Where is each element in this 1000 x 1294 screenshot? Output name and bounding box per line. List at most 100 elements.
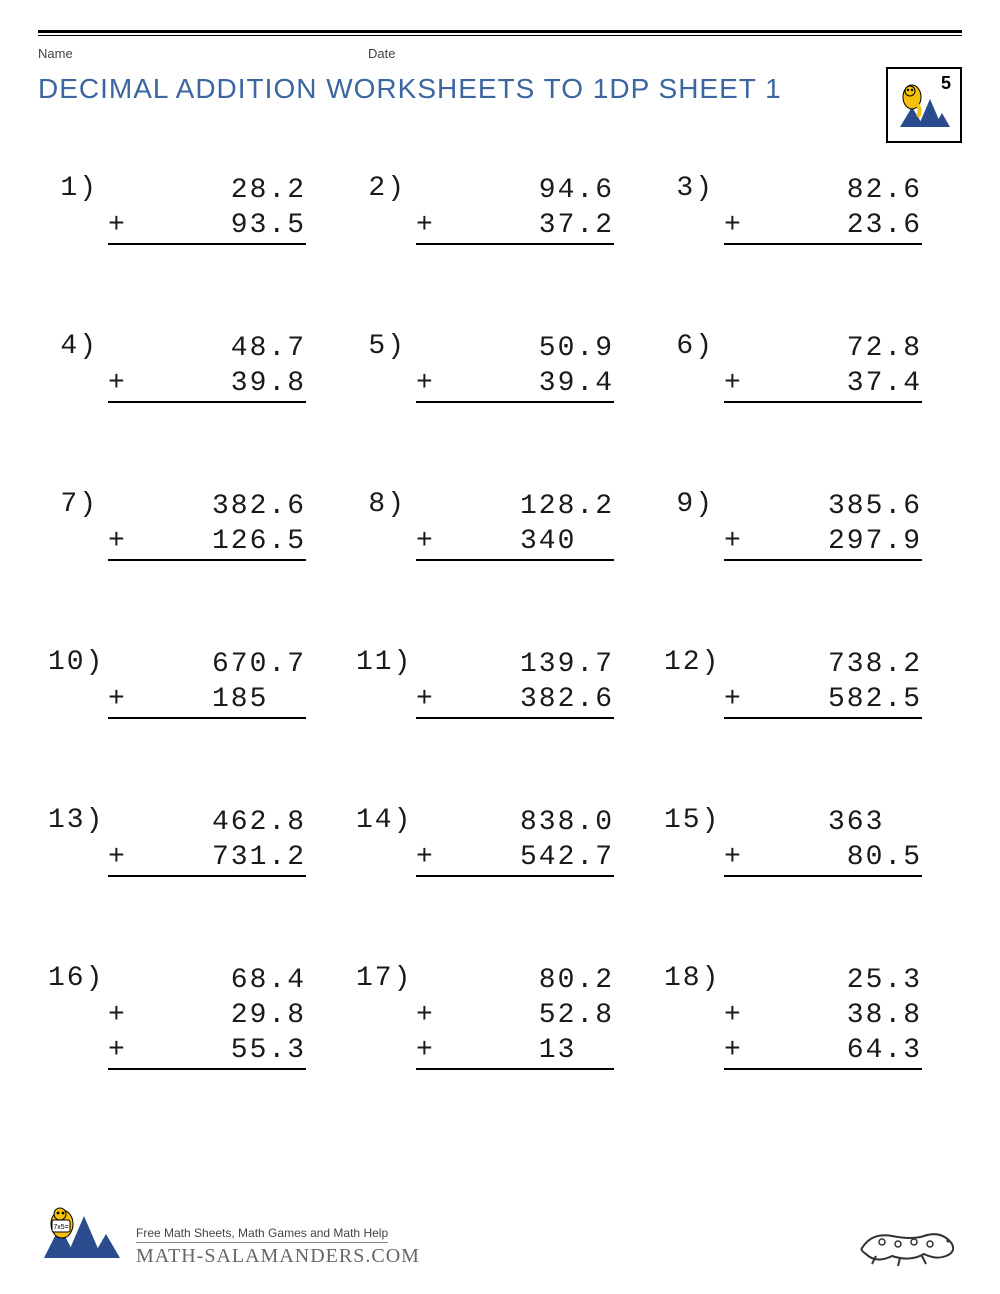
problem-row: 670.7 bbox=[108, 647, 336, 682]
answer-space bbox=[724, 1070, 952, 1104]
answer-space bbox=[108, 877, 336, 911]
problem-column: 50.9+39.4 bbox=[412, 331, 644, 437]
problem-row: +297.9 bbox=[724, 524, 952, 559]
problem-row: +382.6 bbox=[416, 682, 644, 717]
operator: + bbox=[108, 208, 134, 243]
operand: 542.7 bbox=[442, 840, 644, 875]
name-label: Name bbox=[38, 46, 368, 61]
answer-space bbox=[416, 403, 644, 437]
title-row: DECIMAL ADDITION WORKSHEETS TO 1DP SHEET… bbox=[38, 67, 962, 143]
problem-row: 139.7 bbox=[416, 647, 644, 682]
problem: 3)82.6+23.6 bbox=[664, 173, 952, 279]
problem-row: +55.3 bbox=[108, 1033, 336, 1068]
operand: 25.3 bbox=[750, 963, 952, 998]
footer-left: 7x5= Free Math Sheets, Math Games and Ma… bbox=[38, 1198, 420, 1268]
answer-space bbox=[108, 561, 336, 595]
problem-row: 68.4 bbox=[108, 963, 336, 998]
problem-number: 9) bbox=[664, 489, 720, 520]
problem-number: 18) bbox=[664, 963, 720, 994]
problem-number: 6) bbox=[664, 331, 720, 362]
problem-number: 7) bbox=[48, 489, 104, 520]
operator: + bbox=[108, 524, 134, 559]
operator: + bbox=[724, 524, 750, 559]
operand: 139.7 bbox=[442, 647, 644, 682]
operator: + bbox=[416, 998, 442, 1033]
operand: 37.2 bbox=[442, 208, 644, 243]
problem-number: 5) bbox=[356, 331, 412, 362]
problem: 5)50.9+39.4 bbox=[356, 331, 644, 437]
problem-row: +93.5 bbox=[108, 208, 336, 243]
operator: + bbox=[416, 366, 442, 401]
problem-row: +23.6 bbox=[724, 208, 952, 243]
footer-tagline: Free Math Sheets, Math Games and Math He… bbox=[136, 1226, 388, 1243]
problem-number: 12) bbox=[664, 647, 720, 678]
operand: 68.4 bbox=[134, 963, 336, 998]
problem-row: +39.8 bbox=[108, 366, 336, 401]
problem-column: 72.8+37.4 bbox=[720, 331, 952, 437]
footer-logo-icon: 7x5= bbox=[38, 1198, 128, 1268]
problem-column: 738.2+582.5 bbox=[720, 647, 952, 753]
operand: 126.5 bbox=[134, 524, 336, 559]
operator: + bbox=[108, 366, 134, 401]
problem-row: +185 bbox=[108, 682, 336, 717]
operand: 297.9 bbox=[750, 524, 952, 559]
problem-row: 25.3 bbox=[724, 963, 952, 998]
operand: 738.2 bbox=[750, 647, 952, 682]
problem-column: 382.6+126.5 bbox=[104, 489, 336, 595]
problem-row: +29.8 bbox=[108, 998, 336, 1033]
operator: + bbox=[724, 1033, 750, 1068]
operand: 385.6 bbox=[750, 489, 952, 524]
answer-space bbox=[108, 403, 336, 437]
operand: 382.6 bbox=[442, 682, 644, 717]
operand: 93.5 bbox=[134, 208, 336, 243]
operand: 731.2 bbox=[134, 840, 336, 875]
problems-grid: 1)28.2+93.52)94.6+37.23)82.6+23.64)48.7+… bbox=[38, 173, 962, 1104]
grade-badge: 5 bbox=[886, 67, 962, 143]
operand: 72.8 bbox=[750, 331, 952, 366]
answer-space bbox=[108, 1070, 336, 1104]
answer-space bbox=[108, 245, 336, 279]
operator: + bbox=[416, 840, 442, 875]
operator: + bbox=[416, 1033, 442, 1068]
problem-number: 2) bbox=[356, 173, 412, 204]
operand: 38.8 bbox=[750, 998, 952, 1033]
footer-text: Free Math Sheets, Math Games and Math He… bbox=[136, 1224, 420, 1268]
problem-row: +13 bbox=[416, 1033, 644, 1068]
problem-column: 48.7+39.8 bbox=[104, 331, 336, 437]
problem-row: 382.6 bbox=[108, 489, 336, 524]
problem-row: +37.2 bbox=[416, 208, 644, 243]
problem-row: 838.0 bbox=[416, 805, 644, 840]
problem-column: 128.2+340 bbox=[412, 489, 644, 595]
footer: 7x5= Free Math Sheets, Math Games and Ma… bbox=[38, 1198, 962, 1268]
problem-number: 3) bbox=[664, 173, 720, 204]
operand: 64.3 bbox=[750, 1033, 952, 1068]
problem-row: +731.2 bbox=[108, 840, 336, 875]
salamander-logo-icon: 5 bbox=[888, 69, 960, 141]
operator: + bbox=[416, 682, 442, 717]
problem: 8)128.2+340 bbox=[356, 489, 644, 595]
problem: 18) 25.3+38.8+64.3 bbox=[664, 963, 952, 1104]
problem-row: +80.5 bbox=[724, 840, 952, 875]
operand: 28.2 bbox=[134, 173, 336, 208]
problem-row: 738.2 bbox=[724, 647, 952, 682]
salamander-icon bbox=[852, 1212, 962, 1268]
problem: 1)28.2+93.5 bbox=[48, 173, 336, 279]
problem-row: 462.8 bbox=[108, 805, 336, 840]
operand: 128.2 bbox=[442, 489, 644, 524]
problem-number: 15) bbox=[664, 805, 720, 836]
problem-column: 28.2+93.5 bbox=[104, 173, 336, 279]
answer-space bbox=[416, 719, 644, 753]
problem: 9) 385.6+297.9 bbox=[664, 489, 952, 595]
problem-column: 670.7+185 bbox=[104, 647, 336, 753]
answer-space bbox=[416, 877, 644, 911]
problem-row: 28.2 bbox=[108, 173, 336, 208]
operator: + bbox=[724, 682, 750, 717]
problem-row: +38.8 bbox=[724, 998, 952, 1033]
operator: + bbox=[724, 998, 750, 1033]
problem-number: 8) bbox=[356, 489, 412, 520]
operand: 670.7 bbox=[134, 647, 336, 682]
top-rule-thin bbox=[38, 35, 962, 36]
problem-number: 16) bbox=[48, 963, 104, 994]
problem-row: 72.8 bbox=[724, 331, 952, 366]
meta-row: Name Date bbox=[38, 46, 962, 61]
